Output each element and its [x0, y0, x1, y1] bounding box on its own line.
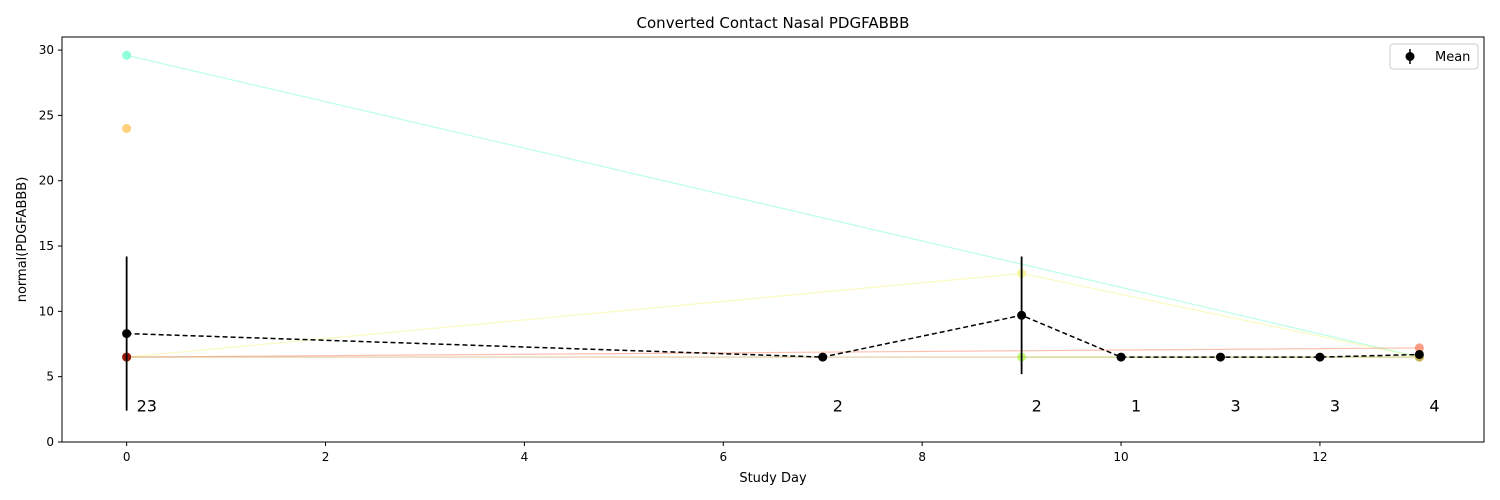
x-tick-label: 8: [918, 450, 926, 464]
legend: Mean: [1389, 43, 1479, 70]
mean-point: [1017, 310, 1027, 320]
count-label: 2: [833, 396, 843, 415]
x-tick-label: 4: [521, 450, 529, 464]
x-tick-label: 12: [1312, 450, 1327, 464]
legend-box: [1389, 43, 1479, 70]
y-tick-label: 20: [39, 174, 54, 188]
count-label: 23: [137, 396, 157, 415]
count-label: 3: [1330, 396, 1340, 415]
y-tick-label: 0: [46, 435, 54, 449]
y-tick-label: 30: [39, 43, 54, 57]
subject-point-1: [122, 123, 132, 133]
legend-label-mean: Mean: [1435, 50, 1470, 65]
y-tick-label: 10: [39, 304, 54, 318]
mean-line: [126, 314, 1420, 358]
subject-point-0: [122, 50, 132, 60]
subject-line-0: [126, 54, 1420, 358]
y-tick-label: 15: [39, 239, 54, 253]
count-label: 2: [1032, 396, 1042, 415]
mean-point: [1116, 352, 1126, 362]
mean-point: [1215, 352, 1225, 362]
x-tick-label: 10: [1113, 450, 1128, 464]
y-axis-title: normal(PDGFABBB): [15, 177, 30, 303]
plot-frame: [61, 36, 1485, 443]
y-tick-label: 5: [46, 370, 54, 384]
x-tick-label: 2: [322, 450, 330, 464]
x-tick-label: 0: [123, 450, 131, 464]
count-label: 4: [1429, 396, 1439, 415]
subject-line-2: [126, 272, 1420, 358]
x-axis-title: Study Day: [739, 471, 807, 486]
chart-title: Converted Contact Nasal PDGFABBB: [637, 14, 910, 32]
count-label: 1: [1131, 396, 1141, 415]
mean-point: [818, 352, 828, 362]
mean-point: [1414, 349, 1424, 359]
y-tick-label: 25: [39, 108, 54, 122]
mean-point: [1315, 352, 1325, 362]
count-label: 3: [1230, 396, 1240, 415]
x-tick-label: 6: [719, 450, 727, 464]
legend-marker: [1405, 52, 1415, 61]
subject-line-3: [126, 347, 1420, 358]
mean-point: [122, 329, 132, 339]
subject-point-3: [1414, 343, 1424, 353]
